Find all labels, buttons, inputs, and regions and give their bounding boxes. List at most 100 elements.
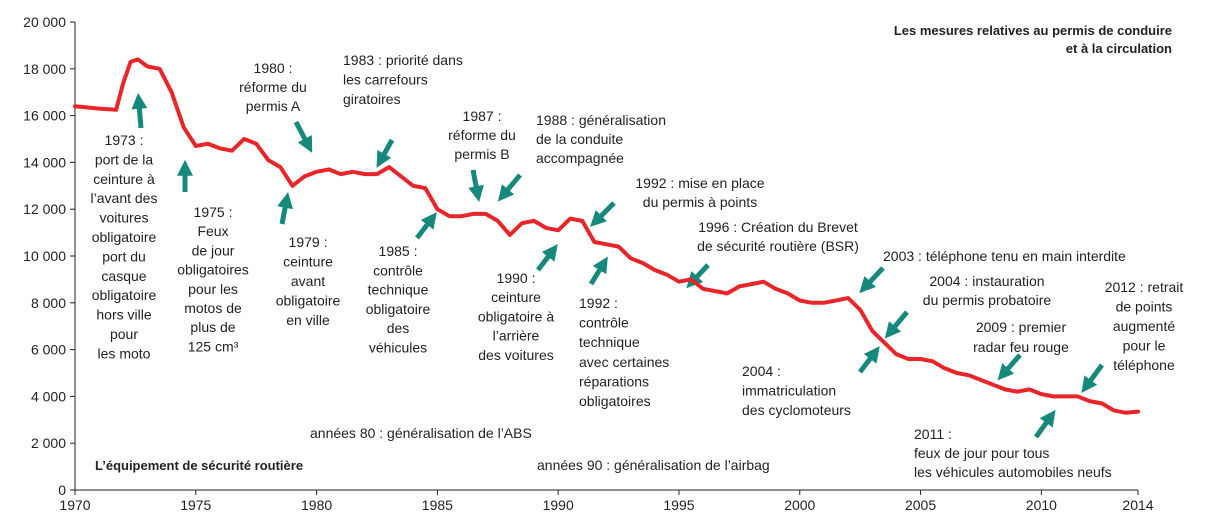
annotation: contrôle (373, 262, 423, 278)
annotation: ceinture à (93, 171, 155, 187)
annotation: port de la (95, 151, 154, 167)
annotation: pour les (188, 281, 238, 297)
equipment-label: L’équipement de sécurité routière (95, 458, 303, 473)
annotation: obligatoire à (478, 308, 554, 324)
annotation: 1979 : (289, 234, 328, 250)
annotation: motos de (184, 300, 242, 316)
annotation: Feux (197, 223, 228, 239)
annotation: réparations (579, 373, 649, 389)
annotation: réforme du (239, 79, 307, 95)
annotation: les véhicules automobiles neufs (914, 464, 1112, 480)
annotation: casque (101, 268, 146, 284)
annotation: en ville (286, 312, 330, 328)
annotation: obligatoires (579, 393, 651, 409)
annotation: 1975 : (194, 204, 233, 220)
annotation: technique (579, 334, 640, 350)
annotation: les carrefours (343, 72, 428, 88)
annotation: 1988 : généralisation (536, 112, 666, 128)
annotation: 1990 : (497, 270, 536, 286)
y-tick-label: 10 000 (23, 248, 66, 264)
annotation: obligatoire (366, 301, 431, 317)
y-tick-label: 14 000 (23, 154, 66, 170)
annotation: giratoires (343, 91, 401, 107)
chart-title: Les mesures relatives au permis de condu… (894, 23, 1172, 38)
annotation: port du (102, 248, 146, 264)
annotation: 1992 : mise en place (635, 175, 764, 191)
y-tick-label: 0 (58, 482, 66, 498)
annotation: années 80 : généralisation de l’ABS (310, 425, 532, 441)
annotation: de points (1116, 299, 1173, 315)
data-line (73, 57, 1140, 415)
x-tick-label: 1970 (59, 497, 90, 513)
annotation: réforme du (448, 127, 516, 143)
annotation: avec certaines (579, 354, 669, 370)
y-tick-label: 12 000 (23, 201, 66, 217)
annotation: l’avant des (91, 190, 158, 206)
annotation: obligatoires (177, 262, 249, 278)
chart-title: et à la circulation (1066, 41, 1172, 56)
annotation: véhicules (369, 340, 427, 356)
y-tick-label: 4 000 (31, 388, 66, 404)
annotation: 1992 : (579, 295, 618, 311)
annotation: années 90 : généralisation de l’airbag (537, 457, 770, 473)
annotation: immatriculation (742, 383, 836, 399)
annotation: augmenté (1113, 318, 1175, 334)
annotation: ceinture (283, 254, 333, 270)
annotation: obligatoire (276, 293, 341, 309)
x-tick-label: 1980 (301, 497, 332, 513)
annotation: radar feu rouge (973, 339, 1069, 355)
x-tick-label: 2005 (905, 497, 936, 513)
annotation: 1987 : (463, 108, 502, 124)
annotation: accompagnée (536, 150, 624, 166)
annotation: des (387, 320, 410, 336)
annotation: 1980 : (254, 60, 293, 76)
annotation: technique (368, 282, 429, 298)
x-tick-label: 1995 (663, 497, 694, 513)
annotation: des voitures (478, 347, 553, 363)
annotation: permis B (454, 146, 509, 162)
annotation: feux de jour pour tous (914, 445, 1049, 461)
annotation: téléphone (1113, 357, 1175, 373)
annotation: 2009 : premier (976, 319, 1067, 335)
annotation: des cyclomoteurs (742, 402, 851, 418)
annotation: 2012 : retrait (1105, 279, 1184, 295)
annotation: l’arrière (493, 328, 540, 344)
annotation: 1973 : (105, 132, 144, 148)
annotation: 2011 : (914, 426, 952, 442)
annotation: 1996 : Création du Brevet (698, 219, 858, 235)
y-tick-label: 20 000 (23, 14, 66, 30)
annotation: de la conduite (536, 131, 623, 147)
annotation: voitures (99, 210, 148, 226)
annotation: ceinture (491, 289, 541, 305)
annotation: 2004 : instauration (929, 273, 1044, 289)
annotation: les moto (98, 345, 151, 361)
x-tick-label: 2014 (1122, 497, 1153, 513)
annotation: hors ville (96, 307, 151, 323)
annotation: de jour (192, 242, 235, 258)
y-tick-label: 16 000 (23, 108, 66, 124)
annotation: 1985 : (379, 243, 418, 259)
annotation: 2003 : téléphone tenu en main interdite (883, 248, 1126, 264)
y-tick-label: 6 000 (31, 342, 66, 358)
y-tick-label: 18 000 (23, 61, 66, 77)
annotation: contrôle (579, 315, 629, 331)
annotation: obligatoire (92, 287, 157, 303)
x-tick-label: 2000 (784, 497, 815, 513)
annotation: de sécurité routière (BSR) (697, 238, 859, 254)
annotation: 125 cm³ (188, 338, 239, 354)
annotation: permis A (246, 98, 301, 114)
annotation: pour (110, 326, 138, 342)
arrows (131, 92, 1105, 439)
x-tick-label: 1975 (180, 497, 211, 513)
annotation: avant (291, 273, 325, 289)
annotation: 2004 : (742, 363, 781, 379)
annotation: plus de (190, 319, 235, 335)
y-tick-label: 8 000 (31, 295, 66, 311)
annotation: du permis probatoire (923, 292, 1052, 308)
annotation: pour le (1123, 338, 1166, 354)
x-tick-label: 1985 (422, 497, 453, 513)
x-tick-label: 2010 (1026, 497, 1057, 513)
annotation: 1983 : priorité dans (343, 52, 463, 68)
annotation: obligatoire (92, 229, 157, 245)
